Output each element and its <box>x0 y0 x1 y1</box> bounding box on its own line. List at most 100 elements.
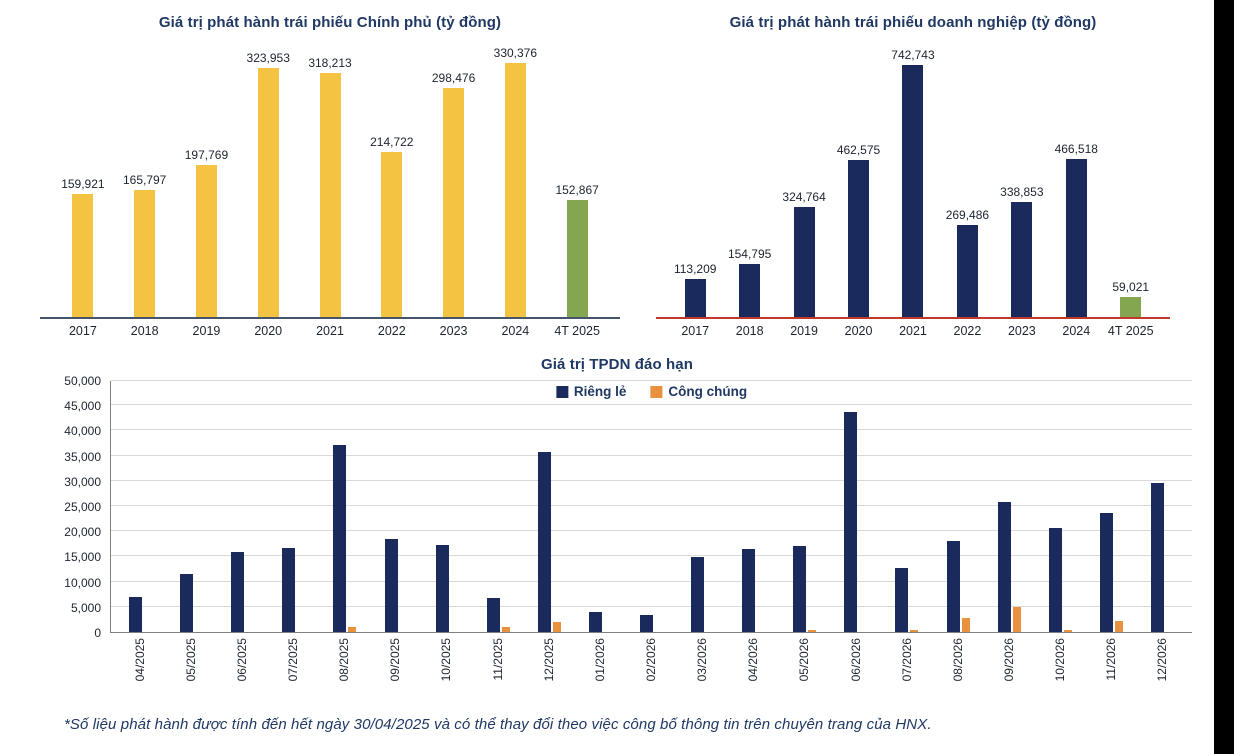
bar-rieng-le <box>1048 528 1062 632</box>
bar-column: 152,867 <box>546 183 608 317</box>
bar-group <box>575 612 626 632</box>
maturity-chart-body: 0 5,000 10,000 15,000 20,000 25,000 30,000 35,0… <box>0 373 1234 696</box>
bar-group <box>1086 513 1137 632</box>
bar-rieng-le <box>844 412 858 632</box>
data-label: 165,797 <box>122 173 167 187</box>
x-axis-label: 2024 <box>1062 324 1091 338</box>
gridline <box>111 530 1192 532</box>
bar-column: 165,797 <box>114 173 176 317</box>
x-axis-label: 2021 <box>899 324 927 338</box>
x-axis-label-text: 05/2025 <box>183 638 198 682</box>
bar-rieng-le <box>435 545 449 632</box>
bar-rieng-le <box>486 598 500 632</box>
bar <box>793 207 815 317</box>
data-label: 318,213 <box>308 56 352 70</box>
y-axis-label: 10,000 <box>64 575 101 590</box>
chart-gov-bond-issuance: Giá trị phát hành trái phiếu Chính phủ (… <box>40 4 620 338</box>
x-axis-label-text: 12/2026 <box>1155 638 1170 682</box>
x-axis-label: 11/2026 <box>1086 638 1137 696</box>
x-axis-label-text: 08/2025 <box>337 638 352 682</box>
x-axis-label: 06/2025 <box>216 638 267 696</box>
x-axis-label-text: 09/2026 <box>1001 638 1016 682</box>
bar-rieng-le <box>282 548 296 632</box>
y-axis-label: 45,000 <box>64 399 101 414</box>
bar-column: 214,722 <box>361 135 423 317</box>
x-axis-label: 09/2025 <box>370 638 421 696</box>
x-axis-labels-gov: 2017 2018 2019 2020 2021 2022 2023 2024 4T 2025 <box>40 324 620 338</box>
data-label: 154,795 <box>727 247 772 261</box>
bar <box>684 279 706 317</box>
bar-group <box>217 552 268 632</box>
bar-cong-chung <box>910 630 919 632</box>
x-axis-label: 2018 <box>130 324 159 338</box>
y-axis-label: 40,000 <box>64 424 101 439</box>
x-axis-label: 04/2026 <box>728 638 779 696</box>
y-axis-label: 50,000 <box>64 374 101 388</box>
bar-rieng-le <box>793 546 807 632</box>
x-axis-label: 2023 <box>1007 324 1036 338</box>
bar-group <box>779 546 830 632</box>
bar-cong-chung <box>348 627 357 632</box>
x-axis-labels-corp: 2017 2018 2019 2020 2021 2022 2023 2024 4T 2025 <box>656 324 1170 338</box>
data-label: 462,575 <box>836 143 881 157</box>
x-axis-label: 4T 2025 <box>554 324 600 338</box>
bar-rieng-le <box>997 502 1011 632</box>
bar-group <box>473 598 524 632</box>
bar-column: 318,213 <box>299 56 361 317</box>
bar-column: 159,921 <box>52 177 114 317</box>
bar-group <box>1035 528 1086 632</box>
bar-cong-chung <box>808 630 817 632</box>
bar-rieng-le <box>1150 483 1164 632</box>
legend-swatch-rieng-le <box>555 385 568 398</box>
gridline <box>111 605 1192 607</box>
plot-wrap: Riêng lẻ Công chúng 04/2025 05/2025 06/202… <box>110 380 1192 696</box>
bar-group <box>933 541 984 632</box>
x-axis-label-text: 02/2026 <box>643 638 658 682</box>
data-label: 330,376 <box>493 46 538 60</box>
bar-group <box>268 548 319 632</box>
bar <box>566 200 588 317</box>
bar-cong-chung <box>552 622 561 632</box>
x-axis-label: 11/2025 <box>472 638 523 696</box>
bar-cong-chung <box>961 618 970 632</box>
bar-column: 338,853 <box>995 185 1049 317</box>
bar-column: 269,486 <box>940 208 994 317</box>
bar-group <box>115 597 166 632</box>
x-axis-label-text: 06/2025 <box>234 638 249 682</box>
x-axis-label: 2022 <box>377 324 406 338</box>
x-axis-label: 07/2025 <box>267 638 318 696</box>
x-axis-label-text: 08/2026 <box>950 638 965 682</box>
y-axis-label: 0 <box>94 626 101 640</box>
bar <box>956 225 978 317</box>
x-axis-label: 2023 <box>439 324 468 338</box>
x-axis-label: 01/2026 <box>574 638 625 696</box>
bar-column: 154,795 <box>722 247 776 317</box>
x-axis-label: 12/2025 <box>523 638 574 696</box>
bar-rieng-le <box>537 452 551 632</box>
bar-group <box>166 574 217 632</box>
bar <box>1011 202 1033 317</box>
bar-column: 113,209 <box>668 262 722 317</box>
bar-rieng-le <box>895 568 909 632</box>
legend-label-cong-chung: Công chúng <box>668 384 748 399</box>
bar <box>1065 159 1087 317</box>
bar-column: 742,743 <box>886 48 940 317</box>
bar <box>848 160 870 317</box>
x-axis-label-text: 11/2026 <box>1104 638 1119 681</box>
bar-column: 324,764 <box>777 190 831 317</box>
bar-column: 197,769 <box>176 148 238 317</box>
x-axis-label: 09/2026 <box>983 638 1034 696</box>
bar-column: 462,575 <box>831 143 885 317</box>
bar-rieng-le <box>333 445 347 632</box>
x-axis-label: 2017 <box>681 324 710 338</box>
bar-cong-chung <box>1063 630 1072 632</box>
x-axis-label-text: 01/2026 <box>592 638 607 682</box>
data-label: 324,764 <box>782 190 826 204</box>
x-axis-label: 2019 <box>790 324 818 338</box>
x-axis-label: 2019 <box>192 324 221 338</box>
x-axis-label: 12/2026 <box>1137 638 1188 696</box>
bar-rieng-le <box>691 557 705 632</box>
bar-rieng-le <box>231 552 245 632</box>
x-axis-label: 2020 <box>844 324 873 338</box>
legend-item-cong-chung: Công chúng <box>650 384 747 399</box>
